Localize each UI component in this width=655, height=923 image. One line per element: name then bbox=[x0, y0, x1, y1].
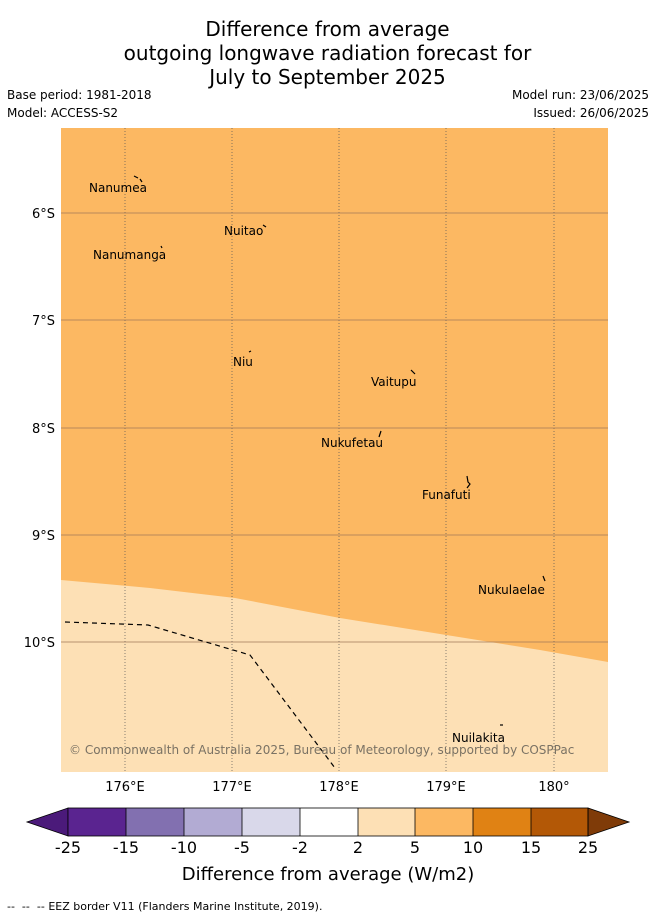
colorbar-tick-label: -5 bbox=[234, 838, 250, 857]
lon-label-180: 180° bbox=[538, 780, 569, 795]
island-nuitao bbox=[262, 224, 267, 228]
place-label-nukulaelae: Nukulaelae bbox=[478, 583, 545, 597]
colorbar-segment-5 bbox=[300, 808, 358, 836]
colorbar-tick-label: 2 bbox=[353, 838, 363, 857]
lon-label-177e: 177°E bbox=[212, 780, 252, 795]
place-label-vaitupu: Vaitupu bbox=[371, 375, 417, 389]
title-line-3: July to September 2025 bbox=[209, 65, 446, 89]
place-label-niu: Niu bbox=[233, 355, 253, 369]
place-label-nanumanga: Nanumanga bbox=[93, 248, 166, 262]
title-line-2: outgoing longwave radiation forecast for bbox=[123, 41, 532, 65]
lon-label-178e: 178°E bbox=[319, 780, 359, 795]
eez-legend: -- -- -- EEZ border V11 (Flanders Marine… bbox=[7, 900, 322, 913]
colorbar-segment-2 bbox=[126, 808, 184, 836]
anomaly-zone-2-to-5 bbox=[61, 580, 608, 772]
lat-label-7s: 7°S bbox=[32, 314, 55, 329]
island-nanumanga bbox=[160, 245, 163, 249]
lon-label-176e: 176°E bbox=[105, 780, 145, 795]
lat-label-6s: 6°S bbox=[32, 207, 55, 222]
eez-legend-symbol: -- -- -- bbox=[7, 900, 45, 913]
issued-date: Issued: 26/06/2025 bbox=[533, 106, 649, 120]
colorbar-tick-label: -25 bbox=[55, 838, 81, 857]
colorbar-tick-label: -15 bbox=[113, 838, 139, 857]
colorbar-segment-8 bbox=[473, 808, 531, 836]
colorbar-tick-label: 5 bbox=[410, 838, 420, 857]
place-label-funafuti: Funafuti bbox=[422, 488, 471, 502]
colorbar: -25 -15 -10 -5 -2 2 5 10 15 25 Differenc… bbox=[25, 807, 631, 885]
colorbar-segment-3 bbox=[184, 808, 242, 836]
island-outlines bbox=[133, 175, 546, 726]
place-label-nanumea: Nanumea bbox=[89, 181, 147, 195]
eez-border bbox=[64, 621, 336, 769]
lat-label-8s: 8°S bbox=[32, 422, 55, 437]
parallels bbox=[61, 212, 608, 643]
colorbar-tick-label: 10 bbox=[463, 838, 483, 857]
colorbar-segment-4 bbox=[242, 808, 300, 836]
lat-label-10s: 10°S bbox=[24, 636, 55, 651]
colorbar-min-extension bbox=[25, 807, 69, 837]
colorbar-tick-label: -2 bbox=[292, 838, 308, 857]
colorbar-segment-1 bbox=[68, 808, 126, 836]
model-run: Model run: 23/06/2025 bbox=[511, 88, 649, 102]
colorbar-dividers bbox=[125, 808, 532, 836]
eez-legend-text: EEZ border V11 (Flanders Marine Institut… bbox=[48, 900, 323, 913]
island-nanumea bbox=[133, 175, 143, 183]
place-label-nuilakita: Nuilakita bbox=[452, 731, 505, 745]
colorbar-tick-label: 25 bbox=[578, 838, 598, 857]
island-nukufetau bbox=[378, 430, 382, 438]
lat-label-9s: 9°S bbox=[32, 529, 55, 544]
colorbar-segment-6 bbox=[358, 808, 415, 836]
colorbar-tick-label: 15 bbox=[521, 838, 541, 857]
island-nukulaelae bbox=[542, 575, 546, 582]
base-period: Base period: 1981-2018 bbox=[7, 88, 152, 102]
colorbar-segment-7 bbox=[415, 808, 473, 836]
place-label-nukufetau: Nukufetau bbox=[321, 436, 383, 450]
copyright-notice: © Commonwealth of Australia 2025, Bureau… bbox=[69, 743, 574, 757]
colorbar-tick-label: -10 bbox=[171, 838, 197, 857]
colorbar-segment-9 bbox=[531, 808, 588, 836]
lon-label-179e: 179°E bbox=[426, 780, 466, 795]
title-line-1: Difference from average bbox=[205, 17, 450, 41]
colorbar-max-extension bbox=[587, 807, 631, 837]
colorbar-label: Difference from average (W/m2) bbox=[182, 864, 474, 885]
island-vaitupu bbox=[410, 369, 416, 375]
island-niu bbox=[248, 350, 252, 353]
model-name: Model: ACCESS-S2 bbox=[7, 106, 119, 120]
place-label-nuitao: Nuitao bbox=[224, 224, 263, 238]
island-funafuti bbox=[466, 475, 471, 489]
map-panel: Nanumea Nuitao Nanumanga Niu Vaitupu Nuk… bbox=[61, 128, 608, 772]
colorbar-outline bbox=[67, 807, 589, 837]
gridlines bbox=[124, 128, 555, 772]
